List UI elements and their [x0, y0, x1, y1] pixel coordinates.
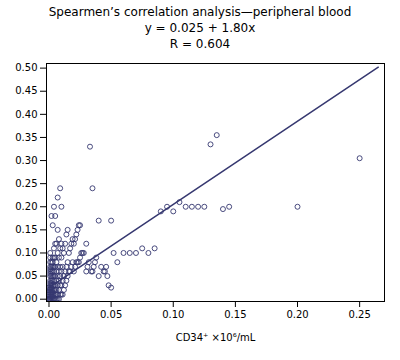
html-text:y = 0.025 + 1.80x: y = 0.025 + 1.80x [144, 21, 256, 36]
svg-text:0.05: 0.05 [15, 270, 37, 281]
svg-text:0.10: 0.10 [15, 247, 37, 258]
svg-text:0.20: 0.20 [15, 201, 37, 212]
svg-text:0.35: 0.35 [15, 131, 37, 142]
svg-text:0.40: 0.40 [15, 108, 37, 119]
svg-text:0.15: 0.15 [224, 308, 246, 319]
svg-text:0.45: 0.45 [15, 85, 37, 96]
svg-text:0.00: 0.00 [38, 308, 60, 319]
svg-text:CD34⁺ ×10⁶/mL: CD34⁺ ×10⁶/mL [176, 331, 256, 342]
html-text:R = 0.604: R = 0.604 [169, 37, 231, 52]
html-text:Spearmen’s correlation analysi: Spearmen’s correlation analysis—peripher… [48, 5, 352, 19]
svg-text:0.00: 0.00 [15, 293, 37, 304]
svg-text:0.25: 0.25 [349, 308, 371, 319]
svg-text:0.10: 0.10 [162, 308, 184, 319]
svg-text:0.50: 0.50 [15, 62, 37, 73]
svg-text:0.25: 0.25 [15, 177, 37, 188]
svg-text:0.15: 0.15 [15, 224, 37, 235]
svg-text:0.30: 0.30 [15, 154, 37, 165]
svg-text:0.05: 0.05 [100, 308, 122, 319]
svg-text:0.20: 0.20 [286, 308, 308, 319]
